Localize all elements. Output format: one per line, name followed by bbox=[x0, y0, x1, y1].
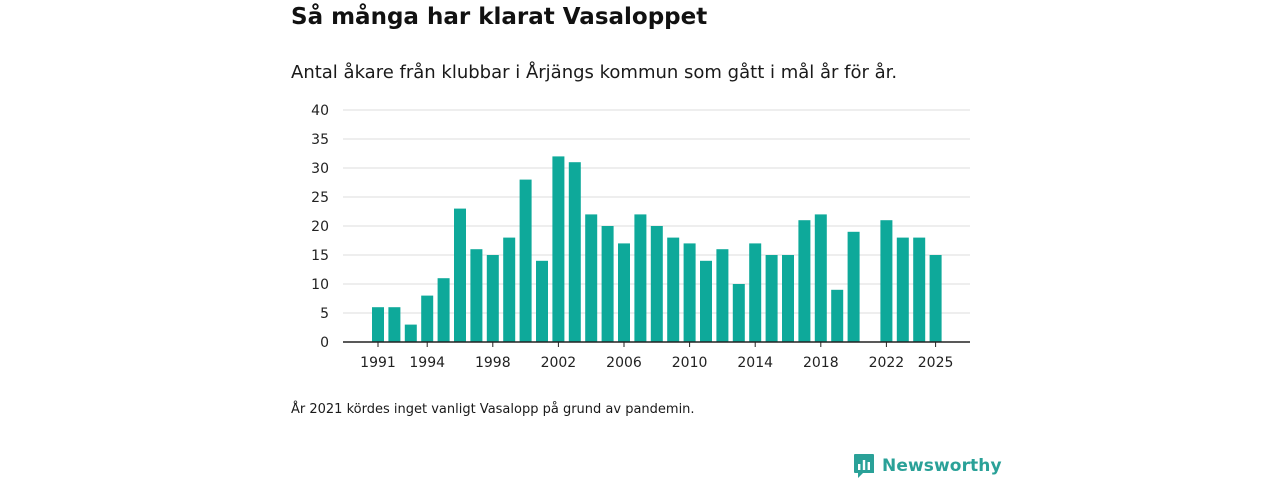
bar-1997: 1997: 16 bbox=[470, 249, 483, 342]
bar-2008: 2008: 20 bbox=[650, 226, 663, 342]
y-tick-label: 10 bbox=[311, 277, 329, 293]
y-tick-label: 20 bbox=[311, 219, 329, 235]
bar-2024: 2024: 18 bbox=[913, 237, 926, 342]
bar-2007: 2007: 22 bbox=[634, 214, 647, 342]
bar-chart: 1991: 6 1992: 61993: 3 1994: 81995: 11 1996… bbox=[311, 103, 970, 371]
bar-2002: 2002: 32 bbox=[552, 156, 565, 342]
x-tick-label: 2010 bbox=[672, 355, 708, 371]
x-tick-label: 2025 bbox=[918, 355, 954, 371]
bar-2023: 2023: 18 bbox=[896, 237, 909, 342]
x-tick-label: 1998 bbox=[475, 355, 511, 371]
footnote: År 2021 kördes inget vanligt Vasalopp på… bbox=[291, 402, 695, 417]
bar-2014: 2014: 17 bbox=[749, 243, 762, 342]
x-tick-label: 2006 bbox=[606, 355, 642, 371]
y-tick-label: 0 bbox=[320, 335, 329, 351]
brand-name: Newsworthy bbox=[882, 456, 1002, 476]
bar-2012: 2012: 16 bbox=[716, 249, 729, 342]
x-tick-label: 1991 bbox=[360, 355, 396, 371]
y-tick-label: 30 bbox=[311, 161, 329, 177]
x-tick-label: 1994 bbox=[409, 355, 445, 371]
y-tick-label: 40 bbox=[311, 103, 329, 119]
x-tick-label: 2014 bbox=[737, 355, 773, 371]
newsworthy-logo-icon bbox=[854, 454, 874, 478]
bar-2020: 2020: 19 bbox=[847, 231, 860, 342]
bar-2019: 2019: 9 bbox=[831, 289, 844, 342]
bar-2001: 2001: 14 bbox=[536, 260, 548, 342]
bar-1998: 1998: 15 bbox=[486, 255, 499, 342]
bar-2017: 2017: 21 bbox=[798, 220, 811, 342]
bar-1999: 1999: 18 bbox=[503, 237, 516, 342]
bar-1993: 1993: 3 bbox=[404, 324, 417, 342]
y-axis: 0 5 10 15 20 25 30 35 40 bbox=[311, 103, 329, 351]
x-tick-label: 2022 bbox=[869, 355, 905, 371]
bar-2016: 2016: 15 bbox=[782, 255, 794, 342]
x-tick-label: 2018 bbox=[803, 355, 839, 371]
bar-2004: 2004: 22 bbox=[585, 214, 598, 342]
bar-2009: 2009: 18 bbox=[667, 237, 680, 342]
bar-1995: 1995: 11 bbox=[437, 278, 450, 342]
x-axis: 1991 1994 1998 2002 2006 2010 2014 2018 2022 2025 bbox=[343, 341, 970, 371]
bar-2000: 2000: 28 bbox=[519, 179, 532, 342]
bar-2005: 2005: 20 bbox=[601, 226, 614, 342]
y-tick-label: 15 bbox=[311, 248, 329, 264]
bar-1996: 1996: 23 bbox=[454, 208, 466, 342]
bar-2018: 2018: 22 bbox=[814, 214, 827, 342]
x-tick-label: 2002 bbox=[541, 355, 577, 371]
bar-1991: 1991: 6 bbox=[372, 307, 384, 342]
bar-2003: 2003: 31 bbox=[568, 162, 581, 342]
bar-2025: 2025: 15 bbox=[929, 255, 942, 342]
bar-2013: 2013: 10 bbox=[732, 284, 745, 342]
chart-title: Så många har klarat Vasaloppet bbox=[291, 4, 708, 30]
bar-2015: 2015: 15 bbox=[765, 255, 778, 342]
bar-1992: 1992: 6 bbox=[388, 307, 401, 342]
bar-2006: 2006: 17 bbox=[618, 243, 630, 342]
y-tick-label: 25 bbox=[311, 190, 329, 206]
bar-2022: 2022: 21 bbox=[880, 220, 893, 342]
bar-2010: 2010: 17 bbox=[683, 243, 696, 342]
chart-subtitle: Antal åkare från klubbar i Årjängs kommu… bbox=[291, 62, 898, 83]
newsworthy-brand[interactable]: Newsworthy bbox=[853, 453, 1002, 479]
y-tick-label: 5 bbox=[320, 306, 329, 322]
bars: 1991: 6 1992: 61993: 3 1994: 81995: 11 1996… bbox=[372, 156, 942, 342]
bar-1994: 1994: 8 bbox=[421, 295, 434, 342]
y-tick-label: 35 bbox=[311, 132, 329, 148]
bar-2011: 2011: 14 bbox=[700, 260, 712, 342]
